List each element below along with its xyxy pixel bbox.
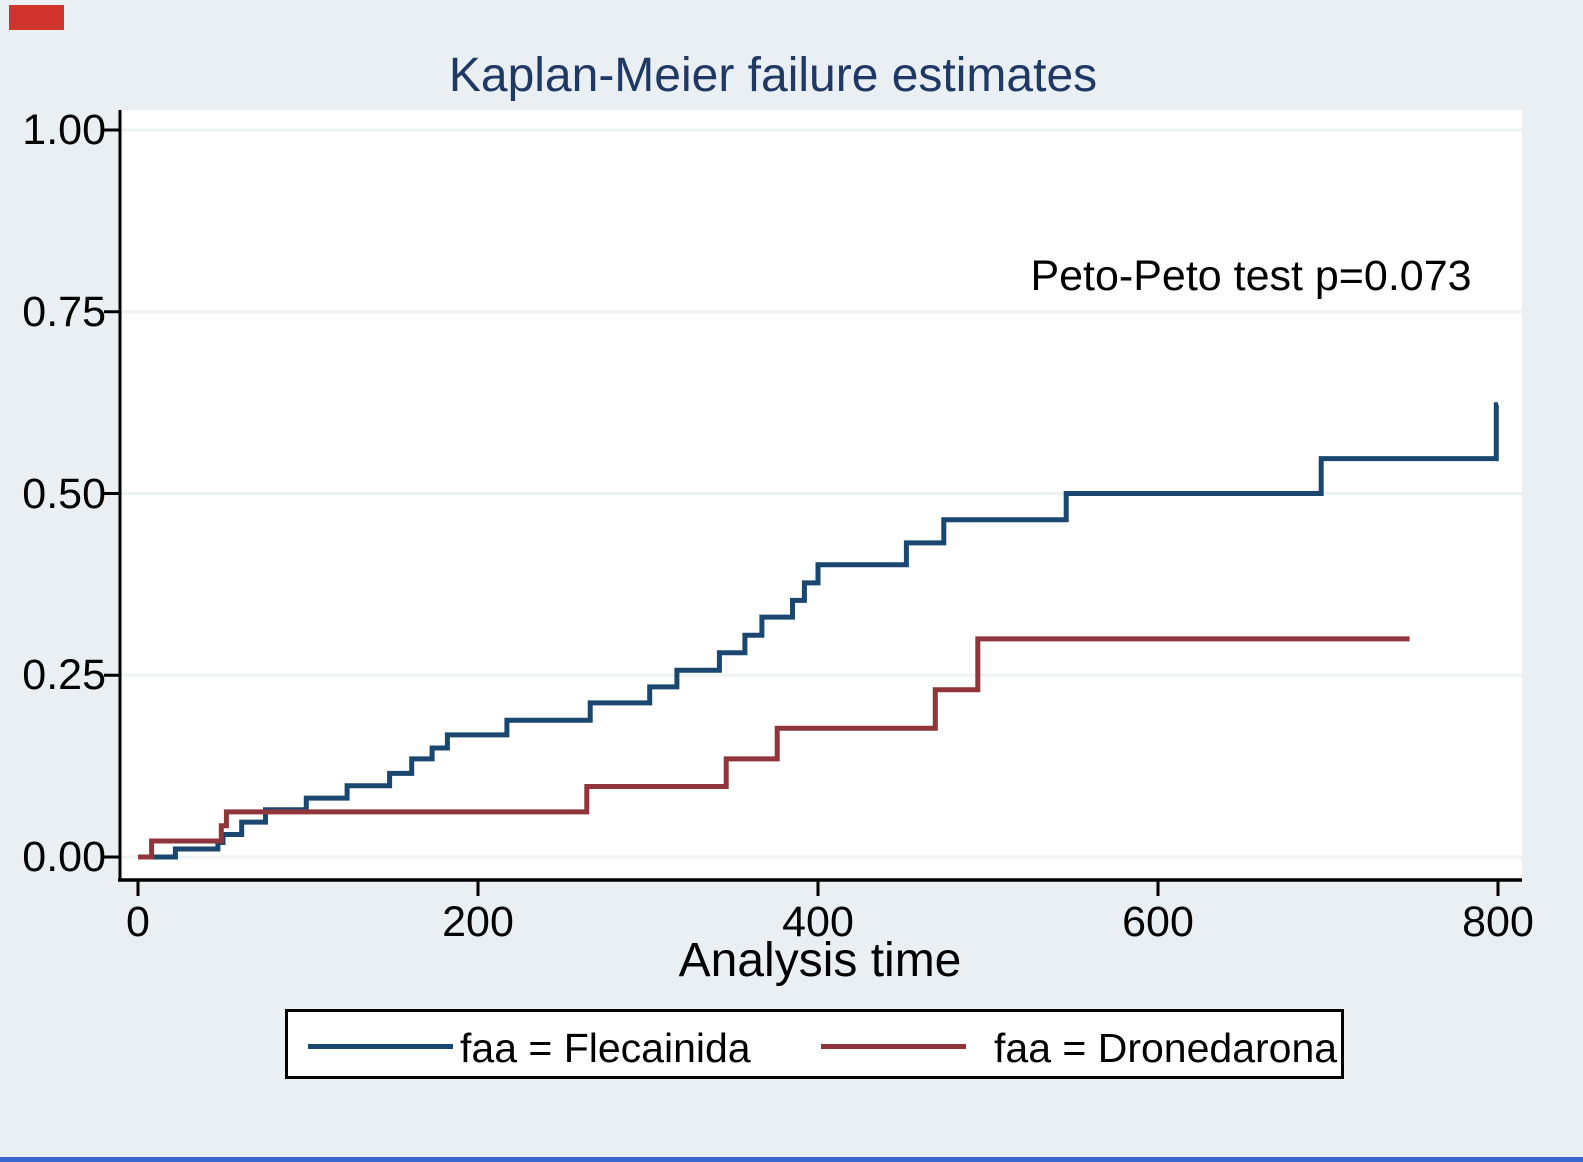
legend-box: faa = Flecainida faa = Dronedarona (285, 1009, 1344, 1079)
red-corner-mark (9, 5, 64, 30)
y-tick-label: 1.00 (22, 106, 106, 154)
y-tick-label: 0.00 (22, 833, 106, 881)
x-tick-label: 800 (1462, 898, 1534, 946)
x-tick-label: 600 (1122, 898, 1194, 946)
chart-title: Kaplan-Meier failure estimates (448, 49, 1098, 102)
legend-line-dronedarona (821, 1044, 966, 1049)
bottom-edge-stripe (0, 1157, 1583, 1162)
y-tick-label: 0.50 (22, 469, 106, 518)
x-axis-title: Analysis time (678, 934, 962, 987)
x-tick-label: 0 (126, 898, 150, 946)
peto-peto-annotation: Peto-Peto test p=0.073 (1030, 252, 1472, 300)
km-curve-flecainida (138, 402, 1499, 860)
x-tick-label: 400 (782, 898, 854, 946)
y-tick-label: 0.25 (22, 651, 106, 700)
legend-label-dronedarona: faa = Dronedarona (994, 1025, 1338, 1071)
y-tick-label: 0.75 (22, 287, 106, 336)
km-curve-dronedarona (138, 636, 1410, 860)
legend-line-flecainida (308, 1044, 453, 1049)
legend-label-flecainida: faa = Flecainida (460, 1025, 751, 1071)
x-tick-label: 200 (442, 898, 514, 946)
